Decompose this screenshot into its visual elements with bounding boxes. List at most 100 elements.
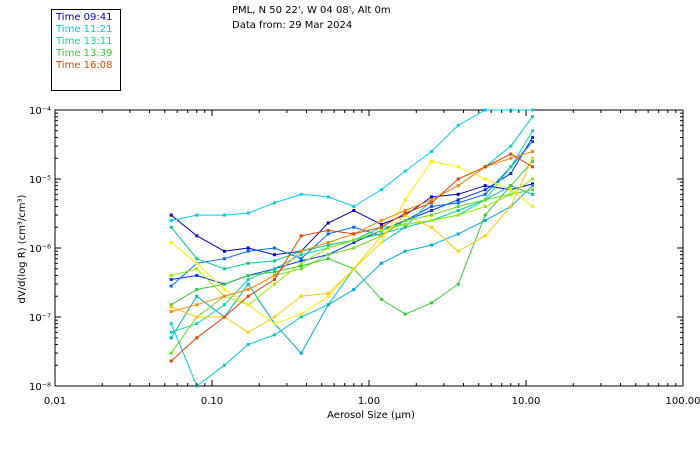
data-point [195,322,199,326]
data-point [299,315,303,319]
data-point [509,152,513,156]
data-point [509,188,513,192]
data-point [456,249,460,253]
data-point [246,278,250,281]
data-point [430,159,433,163]
data-point [379,232,383,236]
data-point [430,195,433,199]
data-point [531,156,534,160]
data-point [456,123,460,127]
legend: Time 09:41 Time 11:21 Time 13:11 Time 13… [51,9,121,91]
data-point [273,270,276,274]
data-point [195,213,199,217]
data-point [430,201,433,205]
data-point [246,261,250,265]
data-point [169,305,173,309]
data-point [483,188,487,192]
data-point [246,211,250,215]
chart-series-group [169,108,534,388]
data-point [169,241,173,244]
data-point [509,165,513,169]
data-point [509,156,513,160]
date-subtitle: Data from: 29 Mar 2024 [232,20,353,31]
x-tick-label: 1.00 [358,396,380,407]
data-point [352,267,356,271]
data-point [299,253,303,257]
data-point [456,192,460,196]
data-point [169,225,173,229]
series-1 [169,136,534,286]
series-line [170,183,533,256]
data-point [403,249,407,253]
data-point [483,165,487,169]
data-point [531,129,534,133]
series-11 [169,159,534,326]
data-point [246,294,250,298]
data-point [456,209,460,212]
data-point [531,165,534,169]
data-point [299,294,303,298]
data-point [299,234,303,238]
data-point [169,303,173,307]
series-0 [169,182,534,257]
data-point [531,159,534,163]
data-point [169,330,173,334]
data-point [509,144,513,148]
data-point [195,257,199,261]
data-point [246,303,250,307]
data-point [169,359,173,363]
y-tick-label: 10⁻⁵ [29,175,51,186]
data-point [273,201,276,205]
data-point [222,257,226,261]
data-point [430,209,433,212]
data-point [379,241,383,244]
data-point [352,288,356,291]
data-point [379,219,383,222]
legend-item-2: Time 13:11 [56,36,113,47]
data-point [352,225,356,229]
data-point [246,288,250,291]
data-point [403,169,407,173]
data-point [430,213,433,217]
data-point [531,108,534,112]
data-point [483,234,487,238]
data-point [273,322,276,326]
data-point [352,205,356,208]
data-point [326,303,330,307]
x-tick-label: 10.00 [512,396,541,407]
data-point [273,282,276,286]
data-point [352,238,356,242]
data-point [299,192,303,196]
data-point [379,228,383,232]
data-point [326,257,330,261]
data-point [246,330,250,334]
data-point [273,259,276,263]
data-point [430,150,433,153]
data-point [403,198,407,202]
location-title: PML, N 50 22', W 04 08', Alt 0m [232,5,391,16]
data-point [299,264,303,268]
data-point [169,219,173,222]
data-point [299,259,303,263]
legend-item-3: Time 13:39 [56,48,113,59]
y-axis-label: dV/d(log R) (cm³/cm³) [17,194,28,303]
data-point [352,241,356,244]
data-point [326,253,330,257]
data-point [531,136,534,139]
data-point [379,188,383,192]
data-point [169,274,173,277]
data-point [430,219,433,222]
data-point [246,246,250,250]
x-tick-label: 100.00 [666,396,700,407]
series-line [171,178,533,306]
data-point [379,261,383,265]
x-tick-label: 0.01 [44,396,66,407]
legend-item-4: Time 16:08 [56,60,113,71]
data-point [379,225,383,229]
data-point [403,222,407,226]
data-point [299,257,303,261]
data-point [169,284,173,288]
series-line [171,137,533,285]
data-point [326,294,330,298]
